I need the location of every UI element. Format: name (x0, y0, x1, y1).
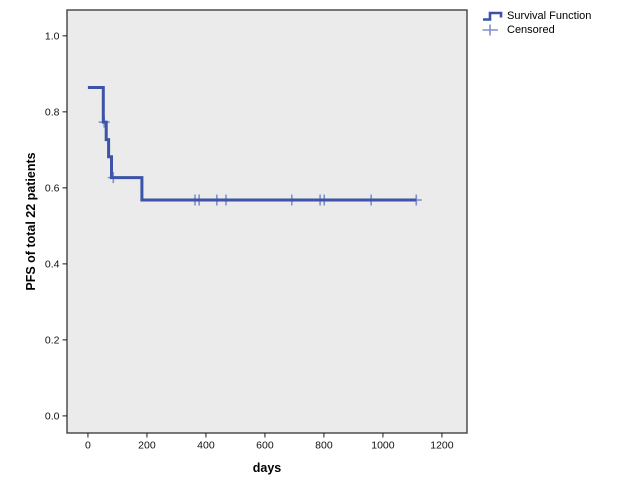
x-tick-label: 1000 (371, 440, 395, 452)
x-tick-label: 200 (138, 440, 156, 452)
y-tick-label: 1.0 (45, 30, 60, 42)
plot-background (66, 9, 468, 434)
step-line-icon (483, 11, 503, 21)
x-axis-label: days (252, 461, 282, 475)
x-tick-label: 600 (256, 440, 274, 452)
legend-label-survival-function: Survival Function (507, 10, 592, 22)
y-tick-label: 0.0 (45, 410, 60, 422)
legend-item-survival-function: Survival Function (482, 9, 591, 23)
x-axis-ticks: 0 200 400 600 800 1000 1200 (85, 433, 454, 452)
legend-item-censored: Censored (482, 23, 591, 37)
legend: Survival Function Censored (482, 9, 591, 37)
y-tick-label: 0.2 (45, 334, 60, 346)
y-axis-ticks: 0.0 0.2 0.4 0.6 0.8 1.0 (45, 30, 67, 422)
y-axis-label: PFS of total 22 patients (24, 152, 38, 291)
survival-curve (87, 86, 417, 202)
x-tick-label: 400 (197, 440, 215, 452)
x-tick-label: 0 (85, 440, 91, 452)
legend-label-censored: Censored (507, 24, 555, 36)
x-tick-label: 800 (315, 440, 333, 452)
y-tick-label: 0.4 (45, 258, 60, 270)
x-tick-label: 1200 (430, 440, 454, 452)
y-tick-label: 0.6 (45, 182, 60, 194)
censored-plus-icon (482, 24, 498, 36)
y-tick-label: 0.8 (45, 106, 60, 118)
